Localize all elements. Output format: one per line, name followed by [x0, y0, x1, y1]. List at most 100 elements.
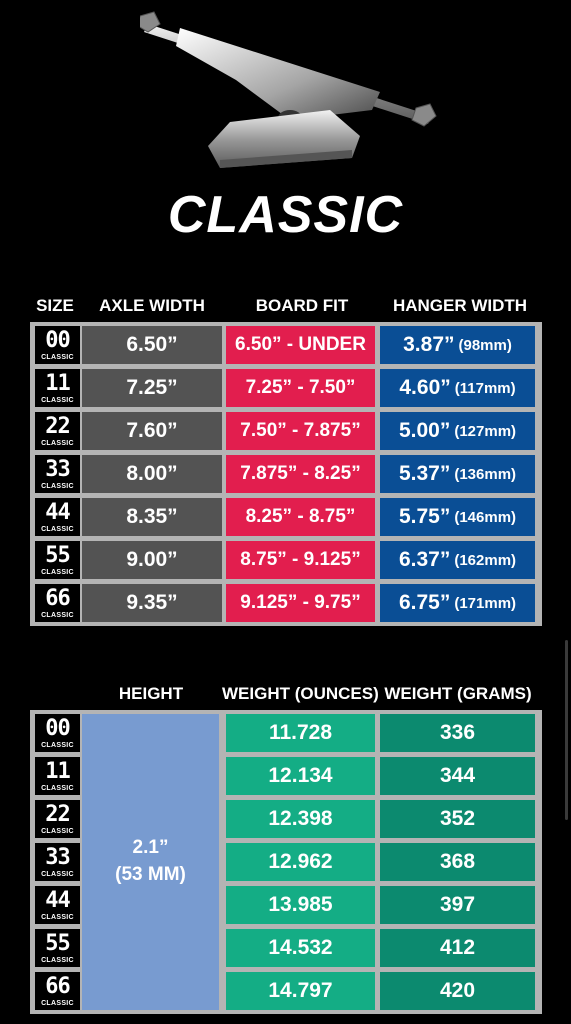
axle-width-cell: 6.50”	[82, 326, 222, 364]
hanger-mm: (136mm)	[454, 465, 517, 483]
size-number: 00	[45, 327, 70, 353]
size-badge: 22 CLASSIC	[35, 412, 80, 450]
hanger-width-cell: 6.75” (171mm)	[380, 584, 535, 622]
size-badge: 44 CLASSIC	[35, 886, 80, 924]
height-mm: (53 MM)	[115, 864, 186, 885]
board-fit-cell: 8.25” - 8.75”	[226, 498, 375, 536]
weight-grams-cell: 412	[380, 929, 535, 967]
hanger-mm: (171mm)	[454, 594, 517, 612]
size-badge: 22 CLASSIC	[35, 800, 80, 838]
hanger-mm: (98mm)	[458, 336, 512, 354]
size-number: 44	[45, 499, 70, 525]
axle-width-cell: 7.60”	[82, 412, 222, 450]
size-number: 55	[45, 930, 70, 956]
header-weight-grams: WEIGHT (GRAMS)	[384, 684, 532, 703]
header-weight-ounces: WEIGHT (OUNCES)	[222, 684, 379, 703]
hanger-inches: 6.75”	[398, 591, 451, 614]
height-cell: 2.1” (53 MM)	[82, 714, 219, 1010]
weight-ounces-cell: 12.398	[226, 800, 375, 838]
size-number: 11	[45, 370, 70, 396]
weight-grams-cell: 420	[380, 972, 535, 1010]
size-label: CLASSIC	[41, 482, 74, 490]
hanger-inches: 3.87”	[403, 333, 455, 356]
size-badge: 55 CLASSIC	[35, 929, 80, 967]
size-badge: 00 CLASSIC	[35, 326, 80, 364]
size-number: 11	[45, 758, 70, 784]
hanger-width-cell: 5.00” (127mm)	[380, 412, 535, 450]
hanger-width-cell: 3.87” (98mm)	[380, 326, 535, 364]
board-fit-cell: 7.25” - 7.50”	[226, 369, 375, 407]
weight-ounces-cell: 14.797	[226, 972, 375, 1010]
board-fit-cell: 7.875” - 8.25”	[226, 455, 375, 493]
size-label: CLASSIC	[41, 611, 74, 619]
size-number: 44	[45, 887, 70, 913]
weight-grams-cell: 344	[380, 757, 535, 795]
weight-grams-cell: 368	[380, 843, 535, 881]
size-badge: 33 CLASSIC	[35, 843, 80, 881]
weight-ounces-cell: 12.134	[226, 757, 375, 795]
header-size: SIZE	[36, 296, 74, 315]
height-inches: 2.1”	[132, 837, 169, 859]
axle-width-cell: 7.25”	[82, 369, 222, 407]
size-label: CLASSIC	[41, 439, 74, 447]
size-badge: 00 CLASSIC	[35, 714, 80, 752]
size-badge: 44 CLASSIC	[35, 498, 80, 536]
board-fit-cell: 6.50” - UNDER	[226, 326, 375, 364]
size-label: CLASSIC	[41, 525, 74, 533]
weight-grams-cell: 352	[380, 800, 535, 838]
size-badge: 11 CLASSIC	[35, 369, 80, 407]
size-badge: 33 CLASSIC	[35, 455, 80, 493]
size-number: 66	[45, 973, 70, 999]
size-number: 00	[45, 715, 70, 741]
hanger-mm: (162mm)	[454, 551, 517, 569]
axle-width-cell: 8.00”	[82, 455, 222, 493]
size-label: CLASSIC	[41, 741, 74, 749]
hanger-width-cell: 5.37” (136mm)	[380, 455, 535, 493]
page-title: CLASSIC	[167, 186, 404, 244]
size-label: CLASSIC	[41, 353, 74, 361]
size-label: CLASSIC	[41, 396, 74, 404]
size-badge: 11 CLASSIC	[35, 757, 80, 795]
header-height: HEIGHT	[118, 684, 184, 703]
axle-width-cell: 9.00”	[82, 541, 222, 579]
hanger-mm: (146mm)	[454, 508, 517, 526]
header-hanger-width: HANGER WIDTH	[392, 296, 528, 315]
hanger-width-cell: 4.60” (117mm)	[380, 369, 535, 407]
hanger-inches: 5.00”	[398, 419, 451, 442]
size-label: CLASSIC	[41, 913, 74, 921]
header-axle-width: AXLE WIDTH	[99, 296, 205, 315]
hanger-mm: (127mm)	[454, 422, 517, 440]
hanger-inches: 4.60”	[399, 376, 451, 399]
size-number: 22	[45, 413, 70, 439]
weight-ounces-cell: 11.728	[226, 714, 375, 752]
hanger-width-cell: 6.37” (162mm)	[380, 541, 535, 579]
size-label: CLASSIC	[41, 784, 74, 792]
size-badge: 66 CLASSIC	[35, 972, 80, 1010]
size-number: 66	[45, 585, 70, 611]
size-badge: 66 CLASSIC	[35, 584, 80, 622]
board-fit-cell: 8.75” - 9.125”	[226, 541, 375, 579]
size-table: 00 CLASSIC 6.50” 6.50” - UNDER 3.87” (98mm) 11…	[30, 322, 542, 626]
board-fit-cell: 7.50” - 7.875”	[226, 412, 375, 450]
weight-grams-cell: 336	[380, 714, 535, 752]
hanger-inches: 6.37”	[398, 548, 451, 571]
axle-width-cell: 9.35”	[82, 584, 222, 622]
truck-image	[140, 11, 437, 168]
size-label: CLASSIC	[41, 568, 74, 576]
size-badge: 55 CLASSIC	[35, 541, 80, 579]
board-fit-cell: 9.125” - 9.75”	[226, 584, 375, 622]
weight-table: 00 CLASSIC 11.728 336 11 CLASSIC 12.134 344 22 CL…	[30, 710, 542, 1014]
size-label: CLASSIC	[41, 956, 74, 964]
size-number: 22	[45, 801, 70, 827]
scrollbar[interactable]	[565, 640, 568, 820]
weight-grams-cell: 397	[380, 886, 535, 924]
hanger-mm: (117mm)	[454, 379, 516, 397]
hanger-width-cell: 5.75” (146mm)	[380, 498, 535, 536]
hanger-inches: 5.75”	[398, 505, 451, 528]
hanger-inches: 5.37”	[398, 462, 451, 485]
header-board-fit: BOARD FIT	[255, 296, 349, 315]
size-number: 33	[45, 456, 70, 482]
size-label: CLASSIC	[41, 870, 74, 878]
weight-ounces-cell: 13.985	[226, 886, 375, 924]
weight-ounces-cell: 14.532	[226, 929, 375, 967]
